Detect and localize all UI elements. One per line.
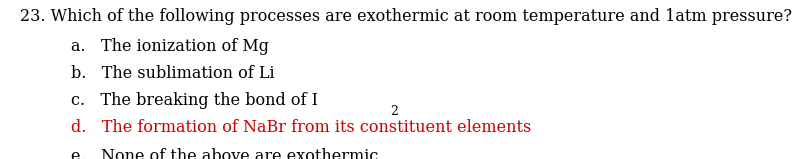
Text: c.   The breaking the bond of I: c. The breaking the bond of I bbox=[71, 92, 318, 109]
Text: 23. Which of the following processes are exothermic at room temperature and 1atm: 23. Which of the following processes are… bbox=[20, 8, 792, 25]
Text: e.   None of the above are exothermic: e. None of the above are exothermic bbox=[71, 148, 379, 159]
Text: 2: 2 bbox=[390, 105, 398, 118]
Text: d.   The formation of NaBr from its constituent elements: d. The formation of NaBr from its consti… bbox=[71, 119, 531, 136]
Text: b.   The sublimation of Li: b. The sublimation of Li bbox=[71, 65, 275, 82]
Text: a.   The ionization of Mg: a. The ionization of Mg bbox=[71, 38, 269, 55]
